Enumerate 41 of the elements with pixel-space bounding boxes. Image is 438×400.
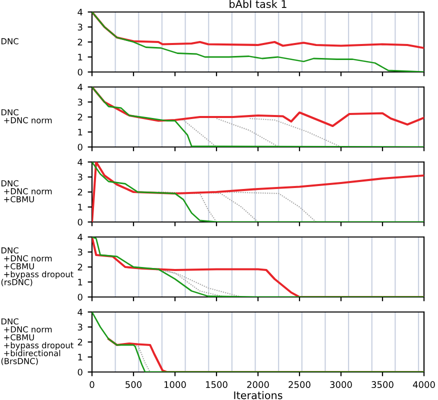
y-tick-label: 3 [78, 324, 82, 331]
y-tick-label: 4 [78, 8, 82, 16]
y-tick-label: 2 [78, 264, 82, 270]
x-tick-label: 1500 [206, 381, 228, 388]
x-tick-label: 2500 [288, 381, 310, 388]
x-tick-label: 2000 [247, 381, 269, 388]
y-tick-label: 0 [78, 294, 82, 301]
y-tick-label: 1 [78, 54, 82, 60]
y-tick-label: 2 [78, 38, 82, 46]
y-tick-label: 4 [78, 308, 82, 316]
x-tick-label: 3000 [330, 381, 352, 388]
y-tick-label: 1 [78, 204, 82, 210]
y-tick-label: 2 [78, 338, 82, 346]
y-tick-label: 4 [78, 84, 82, 90]
y-axis-title: DNC [2, 38, 18, 44]
chart-title: bAbI task 1 [230, 0, 286, 8]
y-tick-label: 0 [78, 218, 82, 226]
y-tick-label: 3 [78, 174, 82, 181]
x-tick-label: 0 [90, 381, 94, 388]
y-tick-label: 1 [78, 354, 82, 360]
x-tick-label: 1000 [164, 381, 186, 388]
y-axis-title: DNC +DNC norm +CBMU +bypass dropout +bidirectional (BrsDNC) [1, 318, 74, 366]
y-axis-title: DNC +DNC norm +CBMU [2, 180, 52, 202]
y-tick-label: 0 [78, 68, 82, 76]
y-tick-label: 3 [78, 248, 82, 256]
y-axis-title: DNC +DNC norm +CBMU +bypass dropout (rsDNC) [1, 247, 74, 286]
y-tick-label: 2 [78, 188, 82, 196]
y-tick-label: 4 [78, 158, 82, 166]
y-tick-label: 4 [78, 234, 82, 240]
y-tick-label: 3 [78, 98, 82, 106]
x-axis-title: Iterations [234, 391, 282, 400]
y-tick-label: 0 [78, 144, 82, 151]
y-tick-label: 0 [78, 368, 82, 376]
y-tick-label: 2 [78, 114, 82, 120]
y-tick-label: 1 [78, 128, 82, 136]
x-tick-label: 4000 [412, 381, 435, 388]
x-tick-label: 3500 [372, 381, 394, 388]
x-tick-label: 500 [126, 381, 142, 388]
y-tick-label: 1 [78, 278, 82, 286]
y-tick-label: 3 [78, 24, 82, 31]
y-axis-title: DNC +DNC norm [2, 109, 52, 124]
